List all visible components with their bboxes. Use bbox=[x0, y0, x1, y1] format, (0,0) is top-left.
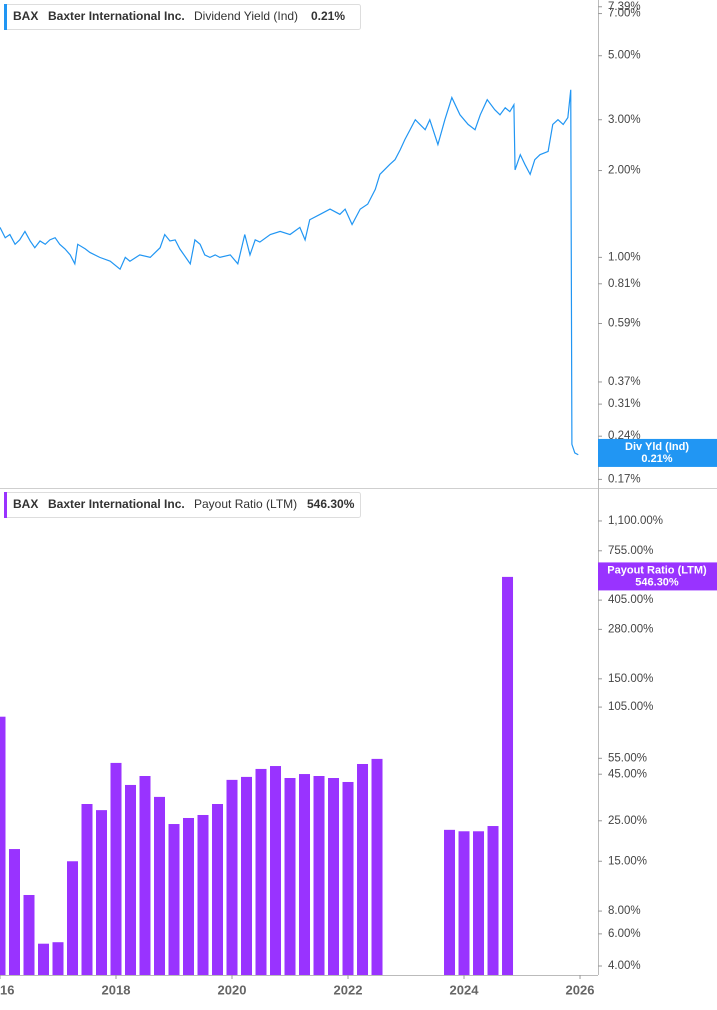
value-tag-value: 546.30% bbox=[635, 576, 679, 588]
bar bbox=[270, 766, 282, 975]
bar bbox=[212, 804, 224, 975]
legend-value: 0.21% bbox=[311, 9, 345, 23]
data-line bbox=[0, 89, 579, 456]
value-tag-name: Div Yld (Ind) bbox=[625, 441, 689, 453]
legend-series: Dividend Yield (Ind) bbox=[194, 9, 298, 23]
y-tick-label: 150.00% bbox=[608, 673, 653, 685]
legend-value: 546.30% bbox=[307, 497, 355, 511]
x-tick-label: 2026 bbox=[566, 982, 595, 997]
x-tick-label: 2016 bbox=[0, 982, 14, 997]
x-tick-label: 2020 bbox=[218, 982, 247, 997]
value-tag-name: Payout Ratio (LTM) bbox=[607, 564, 707, 576]
y-tick-label: 8.00% bbox=[608, 905, 641, 917]
bar bbox=[81, 804, 93, 975]
bar bbox=[487, 826, 499, 975]
y-tick-label: 3.00% bbox=[608, 114, 641, 126]
legend-swatch bbox=[4, 492, 7, 518]
bar bbox=[125, 784, 137, 975]
y-tick-label: 405.00% bbox=[608, 594, 653, 606]
y-tick-label: 0.17% bbox=[608, 473, 641, 485]
bar bbox=[226, 779, 238, 975]
legend-series: Payout Ratio (LTM) bbox=[194, 497, 297, 511]
bar bbox=[9, 849, 21, 975]
bar bbox=[154, 796, 166, 975]
bar bbox=[183, 817, 195, 975]
y-tick-label: 6.00% bbox=[608, 928, 641, 940]
bar bbox=[52, 942, 64, 975]
y-tick-label: 2.00% bbox=[608, 165, 641, 177]
y-tick-label: 0.37% bbox=[608, 376, 641, 388]
bar bbox=[444, 829, 456, 975]
y-tick-label: 1.00% bbox=[608, 251, 641, 263]
y-tick-label: 4.00% bbox=[608, 960, 641, 972]
legend-ticker: BAX bbox=[13, 9, 38, 23]
bar bbox=[255, 768, 267, 975]
bar bbox=[473, 831, 485, 975]
y-tick-label: 1,100.00% bbox=[608, 515, 663, 527]
x-tick-label: 2022 bbox=[334, 982, 363, 997]
bar bbox=[458, 831, 470, 975]
bar bbox=[38, 943, 50, 975]
legend-ticker: BAX bbox=[13, 497, 38, 511]
y-tick-label: 7.00% bbox=[608, 8, 641, 20]
bar bbox=[313, 776, 325, 975]
y-tick-label: 0.31% bbox=[608, 398, 641, 410]
y-tick-label: 0.59% bbox=[608, 318, 641, 330]
y-tick-label: 105.00% bbox=[608, 701, 653, 713]
y-tick-label: 5.00% bbox=[608, 50, 641, 62]
bar bbox=[299, 774, 311, 975]
y-tick-label: 45.00% bbox=[608, 768, 647, 780]
x-tick-label: 2018 bbox=[102, 982, 131, 997]
bar bbox=[328, 778, 340, 975]
y-tick-label: 280.00% bbox=[608, 623, 653, 635]
plot-area bbox=[0, 576, 514, 975]
y-tick-label: 0.81% bbox=[608, 278, 641, 290]
plot-area bbox=[0, 89, 579, 456]
bar bbox=[67, 861, 79, 975]
bar bbox=[502, 576, 514, 975]
x-tick-label: 2024 bbox=[450, 982, 480, 997]
legend-swatch bbox=[4, 4, 7, 30]
bar bbox=[110, 762, 122, 975]
bar bbox=[0, 716, 6, 975]
value-tag-value: 0.21% bbox=[641, 453, 672, 465]
bar bbox=[168, 824, 180, 975]
y-tick-label: 55.00% bbox=[608, 752, 647, 764]
y-tick-label: 7.39% bbox=[608, 1, 641, 13]
value-tag bbox=[598, 562, 717, 591]
value-tag bbox=[598, 438, 717, 467]
y-tick-label: 755.00% bbox=[608, 545, 653, 557]
bar bbox=[23, 894, 35, 975]
bar bbox=[342, 781, 354, 975]
bar bbox=[284, 778, 296, 975]
y-tick-label: 25.00% bbox=[608, 815, 647, 827]
legend-company: Baxter International Inc. bbox=[48, 9, 185, 23]
bar bbox=[241, 776, 253, 975]
bar bbox=[96, 810, 108, 975]
y-tick-label: 15.00% bbox=[608, 855, 647, 867]
bar bbox=[357, 763, 369, 975]
legend-company: Baxter International Inc. bbox=[48, 497, 185, 511]
bar bbox=[139, 776, 151, 975]
bar bbox=[197, 814, 209, 975]
bar bbox=[371, 758, 383, 975]
